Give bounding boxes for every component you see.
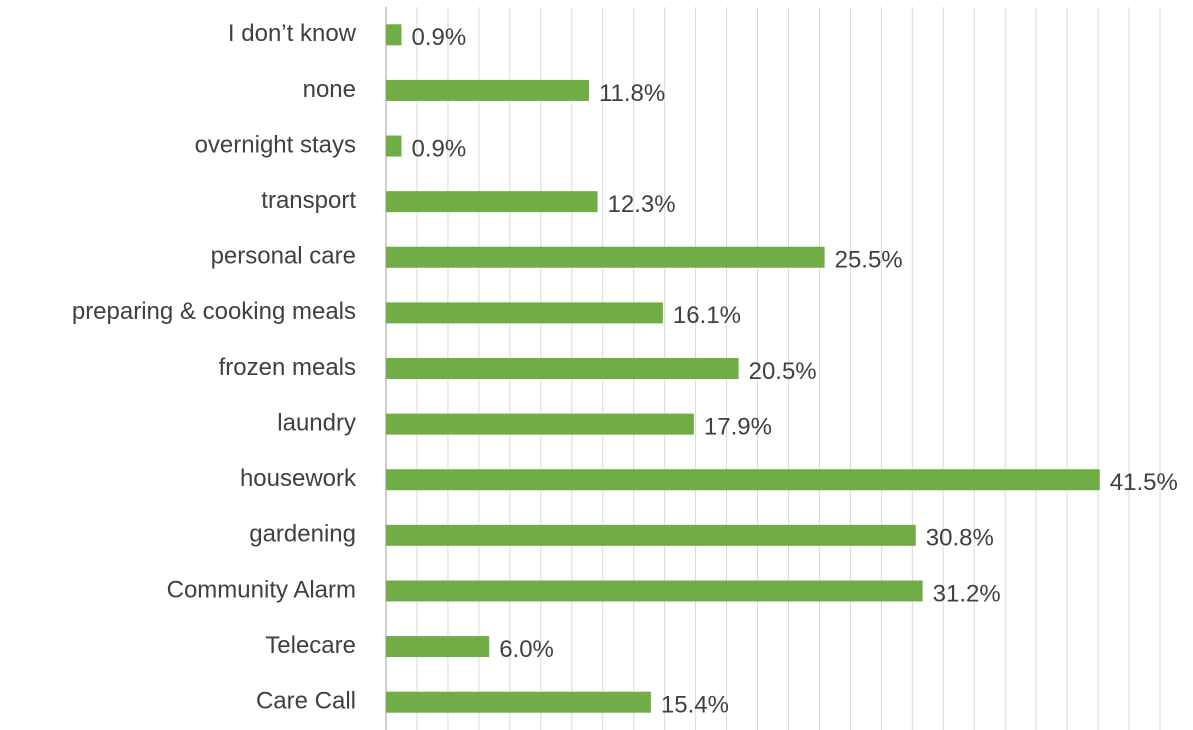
bar: [386, 79, 589, 101]
y-tick-label: Community Alarm: [167, 576, 356, 603]
y-tick-label: frozen meals: [219, 354, 356, 381]
y-tick-label: I don’t know: [228, 20, 357, 47]
y-tick-label: Telecare: [265, 632, 356, 659]
bar: [386, 691, 651, 713]
bar: [386, 246, 825, 268]
data-label: 0.9%: [411, 135, 466, 162]
bar: [386, 524, 916, 546]
data-label: 31.2%: [933, 580, 1001, 607]
bar: [386, 413, 694, 435]
data-label: 11.8%: [599, 80, 665, 107]
y-tick-label: gardening: [249, 521, 356, 548]
data-label: 6.0%: [499, 636, 554, 663]
bar: [386, 191, 598, 213]
data-label: 17.9%: [704, 413, 772, 440]
bar: [386, 302, 663, 324]
data-label: 12.3%: [608, 191, 676, 218]
y-tick-label: overnight stays: [195, 131, 356, 158]
data-label: 41.5%: [1110, 469, 1178, 496]
data-label: 15.4%: [661, 692, 729, 719]
y-tick-label: laundry: [277, 409, 356, 436]
data-label: 16.1%: [673, 302, 741, 329]
data-label: 25.5%: [835, 247, 903, 274]
y-tick-label: transport: [261, 187, 356, 214]
y-tick-label: none: [303, 76, 356, 103]
bar: [386, 24, 402, 46]
data-label: 30.8%: [926, 525, 994, 552]
bar: [386, 636, 490, 658]
y-tick-label: Care Call: [256, 688, 356, 715]
y-tick-label: housework: [240, 465, 357, 492]
data-label: 0.9%: [411, 24, 466, 51]
bar: [386, 358, 739, 379]
y-tick-label: preparing & cooking meals: [72, 298, 356, 325]
bar: [386, 135, 402, 157]
bar: [386, 469, 1100, 491]
y-tick-label: personal care: [211, 243, 356, 270]
bar: [386, 580, 923, 602]
data-label: 20.5%: [749, 358, 817, 385]
